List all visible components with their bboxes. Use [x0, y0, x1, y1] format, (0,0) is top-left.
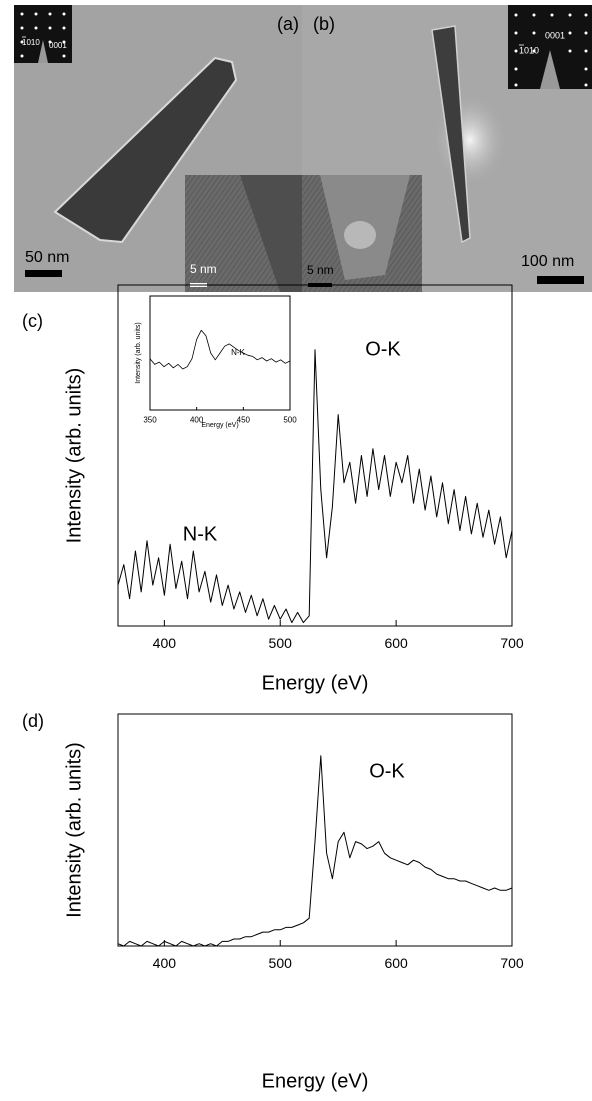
scale-bar-label: 100 nm — [521, 253, 574, 270]
y-axis-label: Intensity (arb. units) — [135, 322, 142, 383]
plot-frame — [117, 284, 513, 627]
scale-bar — [537, 276, 584, 284]
nanorod-a — [53, 56, 238, 244]
annotation: N-K — [231, 348, 245, 357]
x-tick-label: 400 — [153, 955, 177, 971]
plot-frame — [117, 713, 513, 947]
panel-label: (b) — [313, 14, 335, 34]
x-tick-label: 500 — [283, 416, 297, 425]
x-tick-label: 400 — [153, 635, 177, 651]
y-axis-label: Intensity (arb. units) — [63, 742, 85, 918]
diffraction-label: 0001 — [545, 30, 565, 40]
annotation: O-K — [365, 338, 401, 360]
x-tick-label: 600 — [384, 955, 408, 971]
x-tick-label: 700 — [500, 955, 524, 971]
spectrum-line — [149, 329, 291, 370]
scale-bar-label: 5 nm — [307, 263, 334, 277]
scale-bar-label: 50 nm — [25, 249, 69, 266]
spectrum-line — [117, 755, 513, 947]
x-axis-label: Energy (eV) — [262, 672, 369, 694]
nanorod-b — [431, 25, 471, 244]
diffraction-spots-b — [514, 13, 588, 87]
scale-bar-label: 5 nm — [190, 262, 217, 276]
x-axis-label: Energy (eV) — [262, 1070, 369, 1092]
spectrum-line — [117, 349, 513, 624]
x-tick-label: 600 — [384, 635, 408, 651]
x-tick-label: 450 — [237, 416, 251, 425]
panel-label: (d) — [22, 711, 44, 731]
diffraction-label: 0001 — [49, 41, 67, 50]
panel-label: (c) — [22, 311, 43, 331]
diffraction-label: 1010 — [519, 45, 539, 55]
diffraction-spots-a — [20, 12, 66, 58]
scale-bar — [25, 270, 62, 277]
x-tick-label: 500 — [269, 635, 293, 651]
x-tick-label: 500 — [269, 955, 293, 971]
x-tick-label: 700 — [500, 635, 524, 651]
diffraction-label: 1010 — [22, 38, 40, 47]
annotation: N-K — [183, 523, 218, 545]
x-tick-label: 350 — [143, 416, 157, 425]
y-axis-label: Intensity (arb. units) — [63, 368, 85, 544]
x-axis-label: Energy (eV) — [201, 422, 238, 429]
x-tick-label: 400 — [190, 416, 204, 425]
panel-label: (a) — [277, 14, 299, 34]
annotation: O-K — [369, 760, 405, 782]
